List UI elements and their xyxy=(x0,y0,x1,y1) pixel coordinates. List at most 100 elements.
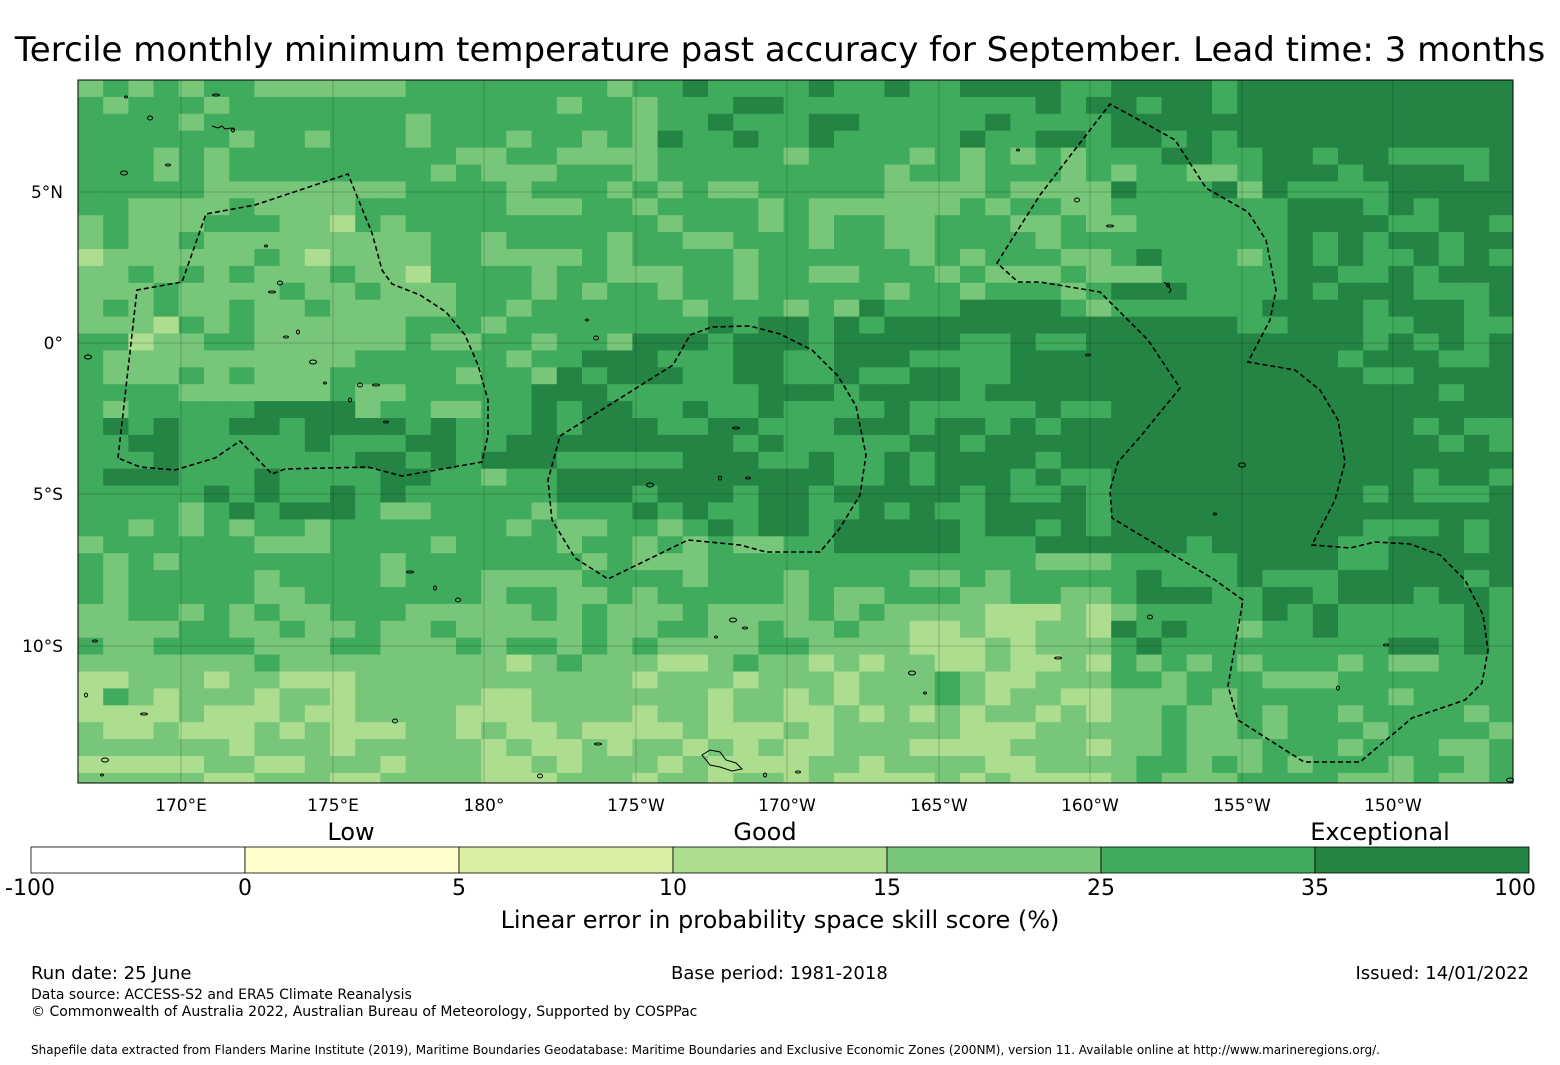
heatmap-cell xyxy=(330,587,356,605)
heatmap-cell xyxy=(204,401,230,419)
heatmap-cell xyxy=(1186,722,1213,740)
heatmap-cell xyxy=(1237,418,1263,436)
heatmap-cell xyxy=(304,739,331,757)
heatmap-cell xyxy=(733,603,759,622)
heatmap-cell xyxy=(1136,637,1162,655)
heatmap-cell xyxy=(1413,570,1440,588)
heatmap-cell xyxy=(1161,333,1188,351)
island-outline xyxy=(908,670,916,676)
heatmap-cell xyxy=(506,401,532,419)
heatmap-cell xyxy=(632,434,658,453)
heatmap-cell xyxy=(783,249,810,267)
colorbar-tick: 10 xyxy=(659,876,687,901)
heatmap-cell xyxy=(1010,265,1036,284)
heatmap-cell xyxy=(607,350,633,368)
heatmap-cell xyxy=(1489,147,1514,165)
heatmap-cell xyxy=(1136,350,1162,368)
heatmap-cell xyxy=(834,772,860,784)
heatmap-cell xyxy=(884,96,910,115)
heatmap-cell xyxy=(1489,232,1514,250)
heatmap-cell xyxy=(758,688,784,706)
heatmap-cell xyxy=(1464,451,1490,470)
heatmap-cell xyxy=(1161,147,1188,165)
heatmap-cell xyxy=(934,181,961,199)
heatmap-cell xyxy=(1413,519,1440,537)
heatmap-cell xyxy=(733,215,759,233)
heatmap-cell xyxy=(1161,384,1188,402)
heatmap-cell xyxy=(1111,637,1137,655)
heatmap-cell xyxy=(1338,265,1364,284)
heatmap-cell xyxy=(1111,688,1137,706)
heatmap-cell xyxy=(1388,316,1414,334)
heatmap-cell xyxy=(380,164,406,182)
heatmap-cell xyxy=(1464,688,1490,706)
heatmap-cell xyxy=(279,637,306,655)
heatmap-cell xyxy=(1186,367,1213,385)
colorbar-tick: 5 xyxy=(452,876,466,901)
heatmap-cell xyxy=(204,637,230,655)
heatmap-cell xyxy=(481,147,507,165)
heatmap-cell xyxy=(1338,637,1364,655)
heatmap-cell xyxy=(481,485,507,503)
heatmap-cell xyxy=(1413,215,1440,233)
heatmap-cell xyxy=(355,384,381,402)
heatmap-cell xyxy=(733,570,759,588)
heatmap-cell xyxy=(1237,232,1263,250)
island-outline xyxy=(646,482,654,488)
heatmap-cell xyxy=(733,451,759,470)
heatmap-cell xyxy=(834,587,860,605)
heatmap-cell xyxy=(380,367,406,385)
heatmap-cell xyxy=(582,587,608,605)
heatmap-cell xyxy=(1363,350,1389,368)
heatmap-cell xyxy=(834,401,860,419)
heatmap-cell xyxy=(531,96,558,115)
heatmap-cell xyxy=(330,570,356,588)
island-outline xyxy=(729,617,737,623)
heatmap-cell xyxy=(556,451,583,470)
heatmap-cell xyxy=(456,553,482,571)
heatmap-cell xyxy=(657,232,684,250)
heatmap-cell xyxy=(657,705,684,723)
colorbar-segment xyxy=(458,846,674,874)
heatmap-cell xyxy=(1111,722,1137,740)
heatmap-cell xyxy=(1186,756,1213,774)
heatmap-cell xyxy=(279,756,306,774)
heatmap-cell xyxy=(405,282,432,301)
heatmap-cell xyxy=(733,350,759,368)
heatmap-cell xyxy=(506,367,532,385)
heatmap-cell xyxy=(1388,570,1414,588)
heatmap-cell xyxy=(1161,401,1188,419)
heatmap-cell xyxy=(960,80,986,98)
heatmap-cell xyxy=(708,96,734,115)
heatmap-cell xyxy=(733,333,759,351)
island-outline xyxy=(537,773,543,779)
latitude-label: 5°S xyxy=(33,485,63,505)
heatmap-cell xyxy=(1111,316,1137,334)
heatmap-cell xyxy=(78,282,104,301)
heatmap-cell xyxy=(884,772,910,784)
heatmap-cell xyxy=(103,350,129,368)
heatmap-cell xyxy=(1363,80,1389,98)
heatmap-cell xyxy=(1010,164,1036,182)
heatmap-cell xyxy=(834,130,860,148)
heatmap-cell xyxy=(1489,198,1514,216)
heatmap-cell xyxy=(1388,147,1414,165)
heatmap-cell xyxy=(430,536,457,554)
heatmap-cell xyxy=(556,502,583,520)
heatmap-cell xyxy=(582,232,608,250)
heatmap-cell xyxy=(506,384,532,402)
heatmap-cell xyxy=(909,688,936,706)
heatmap-cell xyxy=(405,418,432,436)
heatmap-cell xyxy=(682,265,709,284)
heatmap-cell xyxy=(1413,232,1440,250)
heatmap-cell xyxy=(834,620,860,639)
heatmap-cell xyxy=(708,434,734,453)
heatmap-cell xyxy=(330,232,356,250)
heatmap-cell xyxy=(1086,772,1112,784)
heatmap-cell xyxy=(178,620,205,639)
heatmap-cell xyxy=(304,299,331,317)
heatmap-cell xyxy=(254,282,280,301)
heatmap-cell xyxy=(1212,451,1238,470)
heatmap-cell xyxy=(783,418,810,436)
heatmap-cell xyxy=(506,80,532,98)
